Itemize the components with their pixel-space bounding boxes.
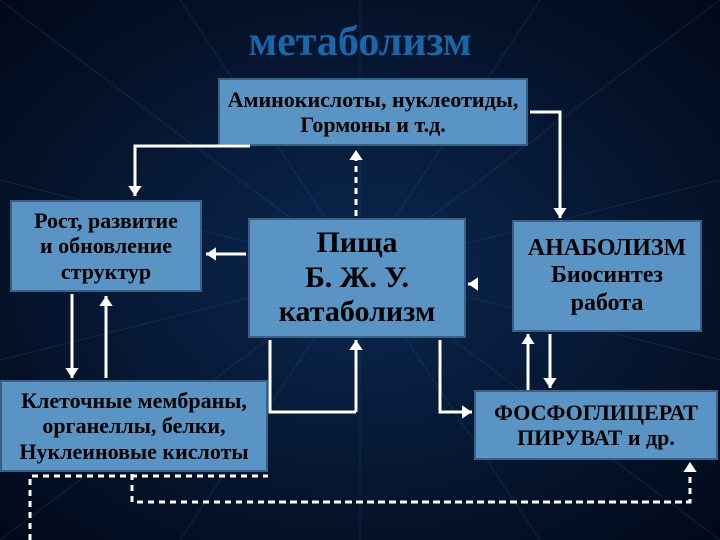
text-line: АНАБОЛИЗМ (528, 235, 686, 263)
text-line: Пища (317, 226, 398, 261)
text-line: Нуклеиновые кислоты (19, 439, 248, 464)
text-line: структур (61, 259, 151, 284)
text-line: Клеточные мембраны, (21, 388, 247, 413)
text-line: ФОСФОГЛИЦЕРАТ (494, 400, 698, 425)
text-line: органеллы, белки, (42, 413, 225, 438)
box-phosphoglycerate: ФОСФОГЛИЦЕРАТ ПИРУВАТ и др. (474, 390, 718, 460)
box-growth: Рост, развитие и обновление структур (10, 200, 202, 292)
text-line: Б. Ж. У. (305, 261, 409, 296)
box-anabolism: АНАБОЛИЗМ Биосинтез работа (512, 220, 702, 332)
page-title: метаболизм (0, 0, 720, 66)
text-line: Гормоны и т.д. (300, 112, 445, 137)
text-line: Рост, развитие (34, 208, 178, 233)
text-line: и обновление (40, 233, 172, 258)
text-line: Биосинтез (551, 262, 663, 290)
text-line: ПИРУВАТ и др. (517, 425, 675, 450)
box-food-catabolism: Пища Б. Ж. У. катаболизм (248, 218, 466, 338)
box-amino-acids: Аминокислоты, нуклеотиды, Гормоны и т.д. (218, 78, 528, 146)
text-line: Аминокислоты, нуклеотиды, (228, 87, 519, 112)
text-line: работа (571, 290, 644, 318)
text-line: катаболизм (279, 295, 436, 330)
box-membranes: Клеточные мембраны, органеллы, белки, Ну… (0, 380, 268, 472)
